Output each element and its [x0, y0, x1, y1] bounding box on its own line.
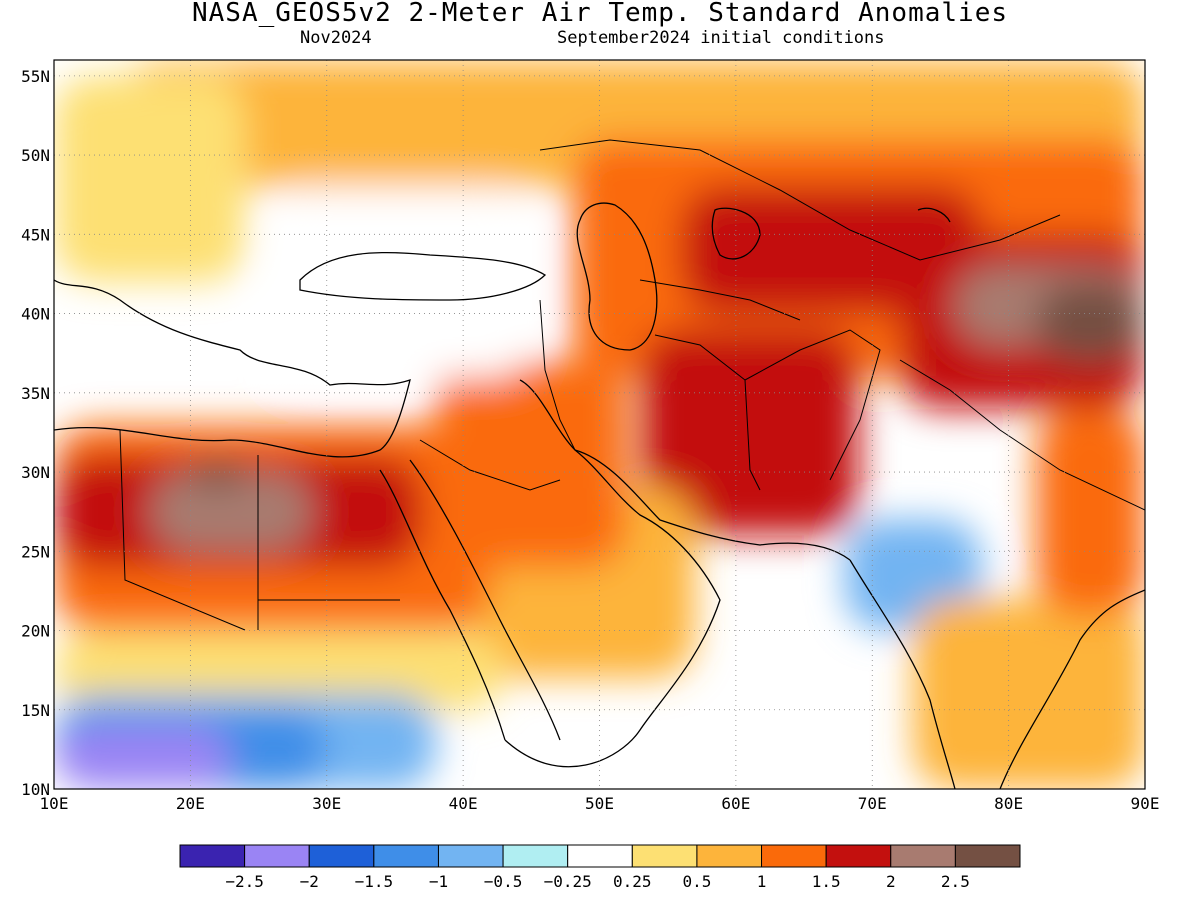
region-sahel-warm — [54, 630, 505, 710]
colorbar-swatch — [308, 844, 375, 868]
coastlines — [54, 202, 1145, 789]
colorbar-label: −1.5 — [355, 872, 394, 891]
india-coast — [849, 559, 1145, 789]
lon-tick-label: 90E — [1131, 794, 1160, 813]
country-borders — [119, 139, 1145, 631]
colorbar-swatch — [373, 844, 439, 868]
colorbar-label: 0.5 — [682, 872, 711, 891]
colorbar-swatch — [502, 844, 569, 868]
persian-gulf-coast — [574, 449, 851, 561]
lat-tick-label: 10N — [21, 780, 50, 799]
colorbar-label: 2.5 — [941, 872, 970, 891]
lat-tick-label: 50N — [21, 146, 50, 165]
aral-sea-coast — [711, 207, 761, 260]
lon-tick-label: 80E — [994, 794, 1023, 813]
region-tibet-max — [1035, 281, 1145, 362]
border-uzbek — [639, 279, 801, 321]
colorbar-swatch — [179, 844, 246, 868]
lat-tick-label: 20N — [21, 622, 50, 641]
plot-area — [54, 60, 1145, 789]
balkhash-coast — [917, 207, 951, 223]
colorbar-swatch — [567, 844, 633, 868]
colorbar-label: −0.25 — [544, 872, 592, 891]
colorbar-label: 0.25 — [613, 872, 652, 891]
colorbar-swatch — [696, 844, 763, 868]
region-india-warm — [913, 598, 1145, 789]
colorbar-label: −0.5 — [484, 872, 523, 891]
lon-tick-label: 20E — [176, 794, 205, 813]
colorbar-swatch — [761, 844, 827, 868]
region-iran-afghan-hot — [640, 329, 859, 536]
lat-tick-label: 25N — [21, 542, 50, 561]
lon-tick-label: 40E — [449, 794, 478, 813]
mediterranean-coast — [54, 279, 411, 458]
longitude-labels: 10E 20E 30E 40E 50E 60E 70E 80E 90E — [40, 794, 1160, 813]
colorbar-label: 1.5 — [812, 872, 841, 891]
border-kazakh — [539, 139, 1061, 261]
border-saudi — [419, 439, 561, 491]
anomaly-fields — [54, 60, 1145, 789]
lat-tick-label: 55N — [21, 67, 50, 86]
gridlines — [54, 60, 1145, 789]
colorbar-label: 2 — [886, 872, 896, 891]
border-iraq-iran — [539, 299, 576, 451]
red-sea-coast — [379, 459, 561, 741]
region-libya-extreme — [149, 472, 314, 552]
lat-tick-label: 40N — [21, 305, 50, 324]
chart-title: NASA_GEOS5v2 2-Meter Air Temp. Standard … — [191, 0, 1008, 28]
colorbar-label: 1 — [757, 872, 767, 891]
initial-conditions: September2024 initial conditions — [557, 28, 885, 48]
lon-tick-label: 70E — [858, 794, 887, 813]
lat-tick-label: 35N — [21, 384, 50, 403]
caspian-coast — [576, 202, 658, 351]
border-algeria-libya — [119, 429, 246, 631]
region-bengal-hot — [1035, 408, 1145, 615]
lon-tick-label: 60E — [721, 794, 750, 813]
colorbar-swatch — [954, 844, 1021, 868]
lat-tick-label: 45N — [21, 225, 50, 244]
lat-tick-label: 15N — [21, 701, 50, 720]
colorbar-label: −2.5 — [225, 872, 264, 891]
lon-tick-label: 10E — [40, 794, 69, 813]
border-china-india — [899, 359, 1145, 511]
region-sahel-coldest — [54, 725, 232, 789]
colorbar-swatch — [890, 844, 956, 868]
colorbar-label: −1 — [429, 872, 448, 891]
colorbar-swatch — [437, 844, 504, 868]
colorbar-swatch — [825, 844, 892, 868]
colorbar-label: −2 — [300, 872, 319, 891]
latitude-labels: 55N 50N 45N 40N 35N 30N 25N 20N 15N 10N — [21, 67, 50, 799]
region-libya-max — [190, 456, 245, 488]
colorbar-swatch — [631, 844, 698, 868]
lon-tick-label: 30E — [312, 794, 341, 813]
lat-tick-label: 30N — [21, 463, 50, 482]
region-europe-warm — [54, 75, 245, 282]
plot-frame — [53, 59, 1146, 790]
border-afghan-pak — [744, 329, 881, 481]
forecast-period: Nov2024 — [300, 28, 372, 48]
region-anatolia-neutral — [272, 186, 532, 377]
colorbar: −2.5 −2 −1.5 −1 −0.5 −0.25 0.25 0.5 1 1.5 2 2.5 — [179, 844, 1021, 891]
colorbar-swatch — [244, 844, 310, 868]
lon-tick-label: 50E — [585, 794, 614, 813]
black-sea-coast — [299, 251, 547, 301]
